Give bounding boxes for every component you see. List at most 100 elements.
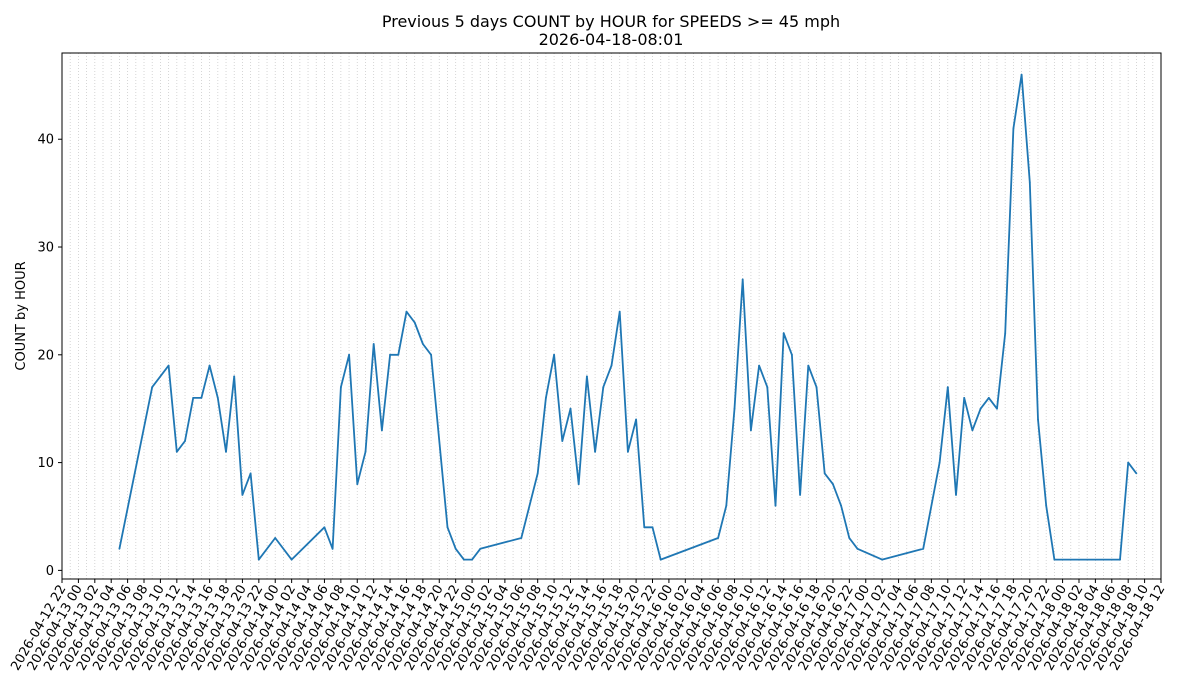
data-point <box>881 558 883 561</box>
data-point <box>791 353 793 356</box>
data-point <box>1135 472 1138 475</box>
data-point <box>577 483 580 485</box>
data-point <box>1020 73 1023 76</box>
data-point <box>545 397 547 399</box>
data-point <box>635 418 637 421</box>
data-point <box>372 343 375 345</box>
data-point <box>774 504 777 507</box>
data-point <box>586 375 588 378</box>
data-point <box>249 472 252 475</box>
data-point <box>1119 558 1121 561</box>
data-point <box>331 547 334 550</box>
y-tick-label: 40 <box>37 133 54 148</box>
data-point <box>257 558 260 561</box>
data-point <box>200 397 203 399</box>
data-point <box>356 483 359 485</box>
data-point <box>955 494 957 496</box>
data-point <box>290 558 293 561</box>
data-point <box>192 397 195 399</box>
data-point <box>1012 127 1015 130</box>
data-point <box>594 450 596 453</box>
data-point <box>1004 332 1007 335</box>
data-point <box>659 558 662 561</box>
data-point <box>946 386 949 388</box>
data-point <box>750 429 752 432</box>
data-point <box>618 310 621 313</box>
data-point <box>799 494 801 496</box>
data-point <box>725 504 728 507</box>
data-point <box>979 407 982 410</box>
data-point <box>807 364 810 367</box>
data-point <box>463 558 465 561</box>
data-point <box>184 440 186 442</box>
data-point <box>996 407 998 410</box>
data-point <box>471 558 473 561</box>
data-point <box>840 504 842 507</box>
data-point <box>1037 418 1039 421</box>
data-point <box>397 353 400 356</box>
data-point <box>274 537 277 539</box>
y-tick-label: 30 <box>37 241 54 256</box>
data-point <box>815 386 818 388</box>
data-point <box>1045 504 1048 507</box>
data-point <box>479 547 482 550</box>
data-point <box>323 526 326 529</box>
data-point <box>733 407 736 410</box>
data-point <box>340 386 342 388</box>
data-point <box>1053 558 1056 561</box>
series-layer <box>118 73 1138 561</box>
data-point <box>216 397 219 399</box>
data-point <box>364 450 367 453</box>
data-point <box>536 472 539 475</box>
data-point <box>938 461 941 464</box>
data-point <box>569 407 572 410</box>
data-point <box>454 547 457 550</box>
data-point <box>971 429 974 432</box>
y-axis: 0 10 20 30 40 <box>37 133 62 579</box>
data-point <box>782 332 785 335</box>
data-point <box>241 494 244 496</box>
data-point <box>430 353 432 356</box>
data-point <box>389 353 391 356</box>
data-point <box>856 547 859 550</box>
data-point <box>118 547 121 550</box>
data-point <box>225 450 227 453</box>
data-point <box>627 450 629 453</box>
data-point <box>413 321 416 324</box>
data-point <box>405 310 408 313</box>
y-tick-label: 10 <box>37 456 54 471</box>
series-line <box>118 73 1138 561</box>
data-point <box>848 537 851 539</box>
chart-title: Previous 5 days COUNT by HOUR for SPEEDS… <box>382 12 840 31</box>
data-point <box>758 364 760 367</box>
y-tick-label: 0 <box>46 564 54 579</box>
data-point <box>208 364 211 367</box>
data-point <box>823 472 826 475</box>
data-point <box>1127 461 1130 464</box>
data-point <box>561 440 564 442</box>
data-point <box>766 386 769 388</box>
data-point <box>553 353 555 356</box>
data-point <box>651 526 654 529</box>
data-point <box>922 547 925 550</box>
data-point <box>963 397 966 399</box>
data-point <box>348 353 350 356</box>
data-point <box>381 429 383 432</box>
data-point <box>610 364 613 367</box>
data-point <box>643 526 646 529</box>
data-point <box>446 526 449 529</box>
data-point <box>741 278 744 281</box>
data-point <box>175 450 178 453</box>
data-point <box>602 386 605 388</box>
data-point <box>422 343 424 345</box>
data-point <box>167 364 170 367</box>
y-axis-label: COUNT by HOUR <box>14 261 29 370</box>
data-point <box>987 397 990 399</box>
x-grid <box>61 53 1162 579</box>
data-point <box>520 537 523 539</box>
data-point <box>233 375 236 378</box>
data-point <box>151 386 154 388</box>
plot-frame <box>61 52 1162 580</box>
